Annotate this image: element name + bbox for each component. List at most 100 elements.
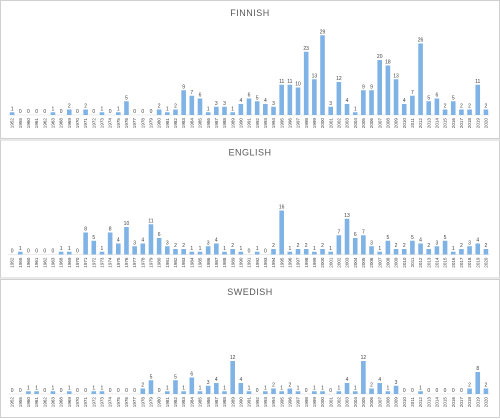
bar	[410, 240, 415, 255]
x-tick-label: 2017	[459, 118, 464, 129]
bar	[418, 43, 423, 115]
data-label: 0	[27, 109, 30, 115]
data-label: 2	[305, 243, 308, 249]
bar	[377, 60, 383, 115]
x-tick-label: 1973	[100, 257, 105, 268]
x-tick-label: 2007	[377, 397, 382, 408]
bar	[418, 243, 423, 255]
data-label: 1	[166, 385, 169, 391]
data-label: 7	[411, 90, 414, 96]
data-label: 0	[27, 249, 30, 255]
bar	[197, 251, 203, 255]
x-tick-label: 1995	[279, 397, 284, 408]
data-label: 0	[444, 388, 447, 394]
bar	[124, 227, 129, 255]
data-label: 3	[166, 240, 169, 246]
bar	[197, 391, 203, 394]
x-tick-label: 1983	[181, 118, 186, 129]
x-tick-label: 2005	[361, 118, 366, 129]
panel-border	[0, 0, 500, 139]
x-tick-label: 2016	[451, 118, 456, 129]
x-tick-label: 1987	[214, 118, 219, 129]
bar	[173, 380, 178, 394]
x-tick-label: 2008	[385, 118, 390, 129]
x-tick-label: 2012	[418, 118, 423, 129]
x-tick-label: 2019	[475, 397, 480, 408]
x-tick-label: 2019	[475, 118, 480, 129]
bar	[181, 249, 186, 255]
data-label: 0	[305, 388, 308, 394]
data-label: 0	[436, 388, 439, 394]
x-tick-label: 1989	[230, 118, 235, 129]
data-label: 3	[436, 240, 439, 246]
x-tick-label: 2018	[467, 257, 472, 268]
data-label: 1	[419, 385, 422, 391]
data-label: 2	[297, 243, 300, 249]
x-tick-label: 1973	[100, 118, 105, 129]
data-label: 5	[444, 235, 447, 241]
bar	[230, 361, 235, 394]
bar	[303, 249, 309, 255]
data-label: 4	[141, 238, 144, 244]
bar	[205, 385, 211, 394]
data-label: 11	[475, 79, 480, 85]
x-tick-label: 1997	[296, 118, 301, 129]
data-label: 1	[297, 385, 300, 391]
x-tick-label: 1975	[116, 257, 121, 268]
data-label: 3	[133, 240, 136, 246]
data-label: 6	[248, 93, 251, 99]
x-tick-label: 1977	[132, 118, 137, 129]
bar	[361, 361, 366, 394]
data-label: 0	[109, 388, 112, 394]
bar	[263, 391, 268, 394]
x-tick-label: 2000	[320, 118, 325, 129]
data-label: 0	[92, 109, 95, 115]
data-label: 2	[272, 243, 275, 249]
data-label: 13	[312, 73, 318, 79]
data-label: 1	[117, 106, 120, 112]
x-tick-label: 1972	[91, 397, 96, 408]
x-tick-label: 2001	[328, 118, 333, 129]
bar	[140, 388, 146, 394]
data-label: 3	[370, 240, 373, 246]
data-label: 13	[393, 73, 399, 79]
bar	[254, 101, 260, 115]
bar	[279, 391, 284, 394]
data-label: 0	[133, 109, 136, 115]
x-tick-label: 1971	[83, 257, 88, 268]
x-tick-label: 1987	[214, 257, 219, 268]
data-label: 1	[52, 385, 55, 391]
bar	[312, 251, 317, 255]
bar	[410, 95, 415, 115]
x-tick-label: 2011	[410, 118, 415, 128]
data-label: 2	[485, 243, 488, 249]
x-tick-label: 1961	[34, 257, 39, 268]
bar	[254, 251, 260, 255]
bar	[459, 109, 464, 115]
bar	[344, 218, 350, 255]
data-label: 4	[264, 98, 267, 104]
x-tick-label: 1962	[42, 257, 47, 268]
bar	[140, 243, 146, 255]
bar	[303, 51, 309, 115]
x-tick-label: 1998	[304, 118, 309, 129]
bar	[401, 249, 407, 255]
bar	[450, 101, 456, 115]
x-tick-label: 2019	[475, 257, 480, 268]
bar	[165, 246, 170, 255]
x-tick-label: 2013	[426, 118, 431, 129]
data-label: 3	[215, 101, 218, 107]
data-label: 1	[52, 106, 55, 112]
bar	[320, 391, 325, 394]
bar	[181, 90, 186, 115]
data-label: 0	[329, 388, 332, 394]
x-tick-label: 2015	[443, 118, 448, 129]
x-tick-label: 1979	[149, 118, 154, 129]
bar	[271, 388, 276, 394]
data-label: 5	[411, 235, 414, 241]
data-label: 1	[35, 385, 38, 391]
bar	[222, 251, 227, 255]
data-label: 4	[239, 377, 242, 383]
x-tick-label: 1978	[140, 118, 145, 129]
